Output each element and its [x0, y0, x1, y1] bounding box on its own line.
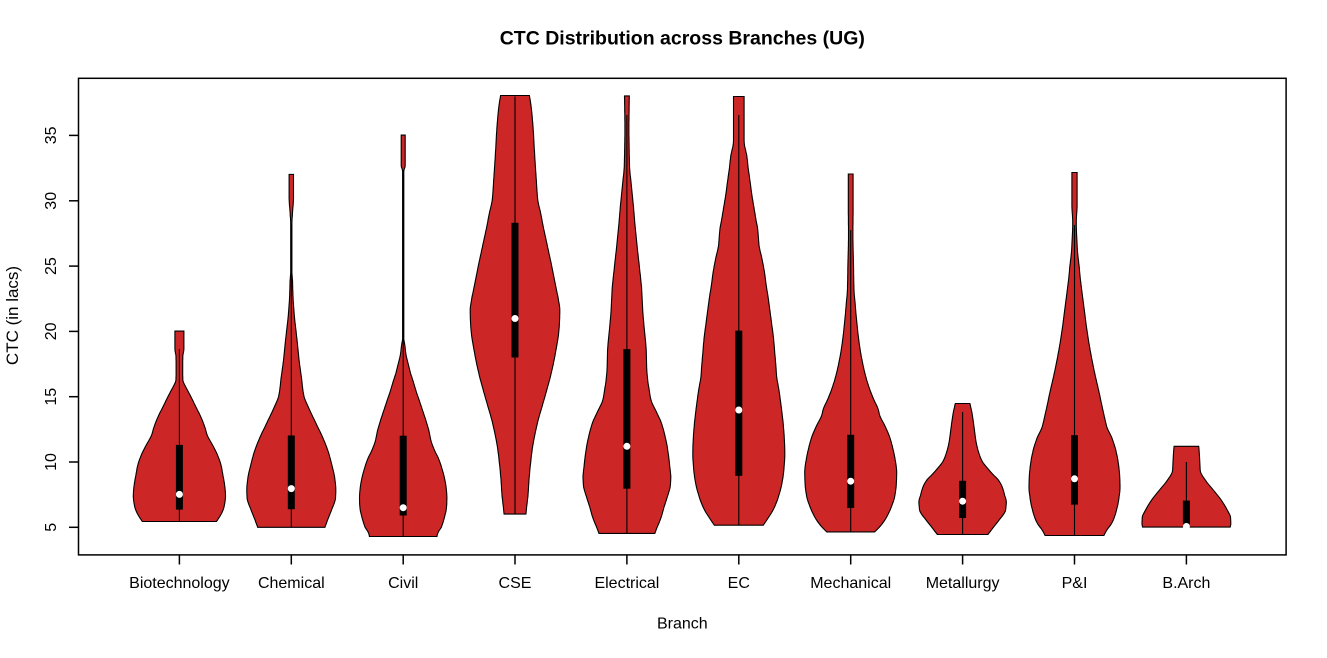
svg-text:20: 20 [43, 322, 60, 340]
svg-text:30: 30 [43, 192, 60, 210]
svg-text:Mechanical: Mechanical [810, 575, 891, 592]
svg-text:25: 25 [43, 257, 60, 275]
svg-text:CTC (in lacs): CTC (in lacs) [3, 266, 22, 365]
svg-text:Chemical: Chemical [258, 575, 325, 592]
svg-text:15: 15 [43, 388, 60, 406]
svg-text:EC: EC [728, 575, 750, 592]
svg-text:Branch: Branch [657, 616, 708, 633]
svg-text:B.Arch: B.Arch [1162, 575, 1210, 592]
svg-text:Civil: Civil [388, 575, 418, 592]
svg-text:P&I: P&I [1062, 575, 1088, 592]
svg-text:35: 35 [43, 126, 60, 144]
svg-text:Biotechnology: Biotechnology [129, 575, 230, 592]
svg-text:CSE: CSE [499, 575, 532, 592]
svg-text:CTC Distribution across Branch: CTC Distribution across Branches (UG) [500, 28, 865, 50]
svg-text:5: 5 [43, 523, 60, 532]
svg-text:Electrical: Electrical [594, 575, 659, 592]
svg-text:10: 10 [43, 453, 60, 471]
svg-text:Metallurgy: Metallurgy [926, 575, 1000, 592]
